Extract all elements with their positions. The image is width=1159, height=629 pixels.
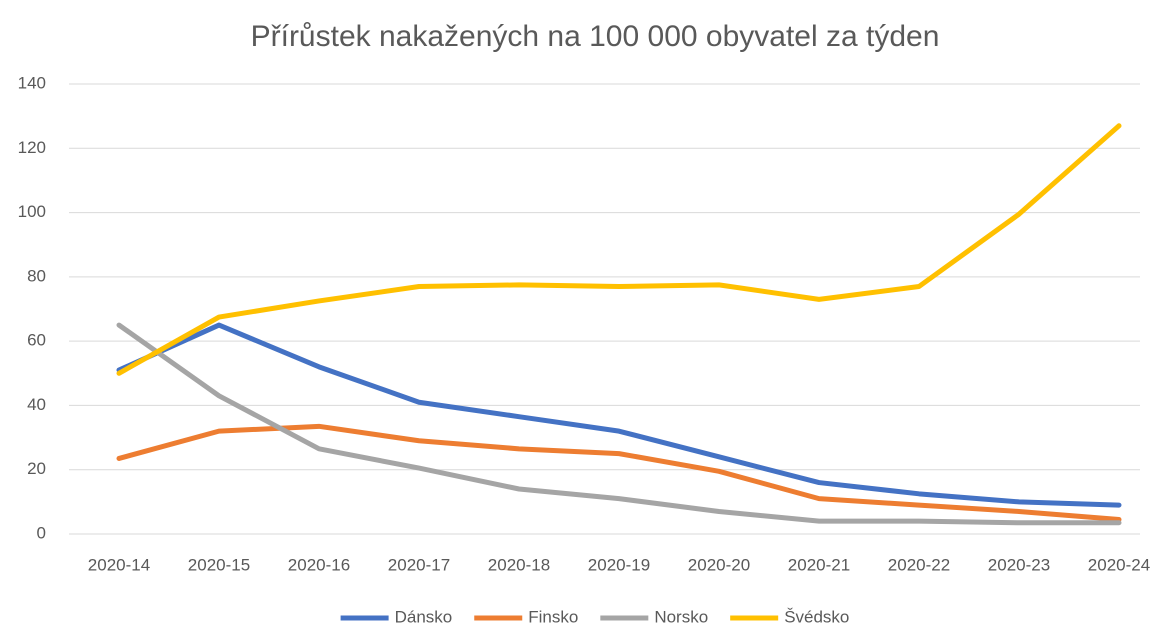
line-series — [116, 322, 1122, 508]
line-series — [116, 322, 1122, 526]
x-tick-label: 2020-20 — [688, 555, 750, 574]
legend-label: Finsko — [528, 607, 578, 626]
legend-label: Norsko — [654, 607, 708, 626]
x-tick-label: 2020-17 — [388, 555, 450, 574]
y-tick-label: 20 — [27, 459, 46, 478]
x-tick-label: 2020-14 — [88, 555, 150, 574]
x-tick-label: 2020-19 — [588, 555, 650, 574]
legend-label: Dánsko — [395, 607, 453, 626]
x-tick-label: 2020-22 — [888, 555, 950, 574]
x-tick-label: 2020-23 — [988, 555, 1050, 574]
chart-title: Přírůstek nakažených na 100 000 obyvatel… — [251, 20, 940, 53]
y-tick-label: 0 — [37, 523, 46, 542]
y-tick-label: 80 — [27, 266, 46, 285]
x-tick-label: 2020-24 — [1088, 555, 1150, 574]
y-tick-label: 140 — [18, 73, 46, 92]
y-tick-label: 60 — [27, 331, 46, 350]
x-tick-label: 2020-21 — [788, 555, 850, 574]
line-series — [116, 423, 1122, 523]
line-series — [116, 123, 1122, 376]
y-tick-label: 120 — [18, 138, 46, 157]
x-tick-label: 2020-18 — [488, 555, 550, 574]
x-tick-label: 2020-15 — [188, 555, 250, 574]
y-tick-label: 100 — [18, 202, 46, 221]
x-tick-label: 2020-16 — [288, 555, 350, 574]
y-tick-label: 40 — [27, 395, 46, 414]
legend-label: Švédsko — [784, 607, 849, 626]
